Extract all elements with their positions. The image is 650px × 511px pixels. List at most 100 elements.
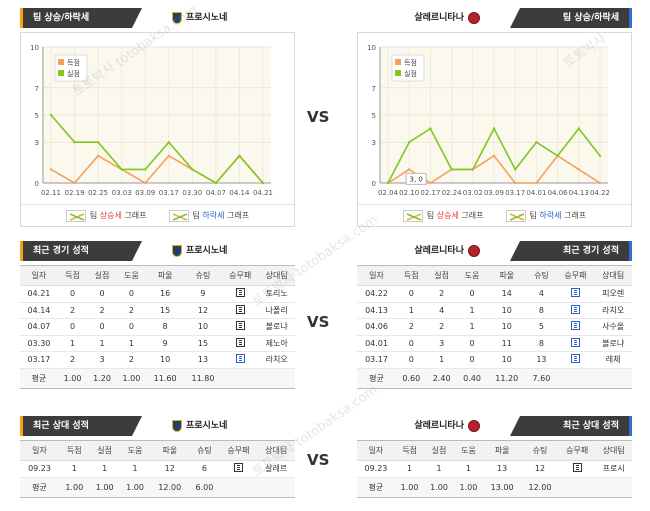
- column-header: 슈팅: [526, 265, 557, 286]
- table-cell: 09.23: [357, 460, 395, 478]
- column-header: 도움: [453, 440, 484, 461]
- table-cell: 0: [396, 285, 427, 303]
- table-row: 04.13 1 4 1 10 8 라치오: [357, 302, 632, 319]
- data-point: [214, 181, 218, 185]
- y-tick-label: 7: [35, 85, 39, 93]
- y-tick-label: 5: [35, 112, 39, 120]
- average-cell: 평균: [357, 477, 395, 498]
- column-header: 슈팅: [184, 265, 222, 286]
- left-recent-table: 일자 득점 실점 도움 파울 슈팅 승무패 상대팀 04.21 0 0 0 16 9 토리노 04.14 2 2…: [20, 265, 295, 389]
- vs-label-1: VS: [307, 108, 330, 126]
- left-trend-svg: 0 3 5 7 10 02.11 02.19 02.25 03.03 03.09 03.17 03.3…: [30, 44, 273, 197]
- column-header: 실점: [426, 265, 457, 286]
- data-point: [535, 141, 538, 144]
- table-cell: 0: [456, 335, 488, 352]
- table-cell: 3: [426, 335, 457, 352]
- average-cell: 1.00: [394, 477, 425, 498]
- table-cell: 1: [424, 460, 454, 478]
- data-point: [535, 181, 538, 185]
- table-cell: 0: [456, 285, 488, 303]
- result-draw-icon: [221, 318, 259, 336]
- column-header: 상대팀: [595, 440, 632, 461]
- result-draw-icon: [219, 460, 258, 478]
- h2h-title: 최근 상대 성적: [20, 416, 142, 436]
- average-cell: 1.00: [89, 477, 120, 498]
- recent-title: 최근 경기 성적: [20, 241, 142, 261]
- average-cell: 1.00: [453, 477, 484, 498]
- table-cell: 04.06: [357, 318, 397, 336]
- table-row: 04.06 2 2 1 10 5 사수올: [357, 318, 632, 336]
- trend-legend-bar: 팀 상승세 그래프 팀 하락세 그래프: [21, 204, 294, 226]
- data-point: [492, 127, 496, 130]
- table-row: 09.23 1 1 1 12 6 살레르: [20, 460, 295, 478]
- table-row: 04.14 2 2 2 15 12 나폴리: [20, 302, 295, 319]
- frosinone-crest-icon: [172, 419, 182, 432]
- x-tick-label: 02.17: [420, 189, 440, 197]
- right-h2h-panel: 살레르니타나 최근 상대 성적 일자 득점 실점 도움 파울 슈팅 승무패 상대팀 09.23…: [357, 416, 632, 498]
- table-cell: 라치오: [594, 302, 632, 319]
- legend-up-right: 팀 상승세 그래프: [402, 209, 484, 222]
- column-header: 도움: [456, 265, 488, 286]
- table-cell: 볼로냐: [258, 318, 295, 336]
- column-header: 일자: [20, 440, 60, 461]
- table-cell: 03.17: [357, 351, 397, 369]
- trend-title: 팀 상승/하락세: [20, 8, 142, 28]
- data-point: [96, 141, 100, 144]
- frosinone-crest-icon: [172, 244, 182, 257]
- x-tick-label: 04.14: [229, 189, 250, 197]
- table-cell: 0: [57, 318, 88, 336]
- result-draw-icon: [558, 460, 596, 478]
- result-draw-icon: [221, 285, 259, 303]
- table-cell: 10: [487, 302, 527, 319]
- result-loss-icon: [221, 351, 259, 369]
- column-header: 승무패: [221, 265, 259, 286]
- average-row: 평균 1.00 1.20 1.00 11.60 11.80: [20, 368, 295, 389]
- column-header: 상대팀: [257, 440, 295, 461]
- table-cell: 1: [87, 335, 117, 352]
- average-row: 평균 1.00 1.00 1.00 12.00 6.00: [20, 477, 295, 498]
- average-cell: 1.20: [87, 368, 117, 389]
- legend-label: 득점: [404, 59, 417, 67]
- table-cell: 1: [396, 302, 427, 319]
- result-draw-icon: [221, 302, 259, 319]
- column-header: 파울: [146, 265, 185, 286]
- x-tick-label: 03.03: [112, 189, 132, 197]
- legend-swatch: [395, 70, 401, 76]
- average-cell: 12.00: [150, 477, 190, 498]
- right-recent-table: 일자 득점 실점 도움 파울 슈팅 승무패 상대팀 04.22 0 2 0 14 4 피오렌 04.13 1 4…: [357, 265, 632, 389]
- table-cell: 2: [87, 302, 117, 319]
- legend-label: 실점: [67, 69, 80, 78]
- average-cell: 1.00: [59, 477, 90, 498]
- table-cell: 2: [116, 351, 147, 369]
- x-tick-label: 02.04: [378, 189, 399, 197]
- table-cell: 0: [116, 318, 147, 336]
- data-point: [144, 168, 147, 171]
- table-cell: 04.14: [20, 302, 58, 319]
- data-point: [386, 181, 390, 185]
- table-cell: 03.17: [20, 351, 58, 369]
- right-recent-header: 살레르니타나 최근 경기 성적: [357, 241, 632, 261]
- data-point: [167, 154, 170, 157]
- average-cell: 0.40: [456, 368, 488, 389]
- data-point: [408, 141, 411, 144]
- x-tick-label: 03.09: [484, 189, 504, 197]
- salernitana-crest-icon: [468, 419, 480, 432]
- table-cell: 10: [146, 351, 185, 369]
- table-cell: 04.01: [357, 335, 397, 352]
- table-header-row: 일자 득점 실점 도움 파울 슈팅 승무패 상대팀: [20, 440, 295, 461]
- left-h2h-table: 일자 득점 실점 도움 파울 슈팅 승무패 상대팀 09.23 1 1 1 12 6 살레르 평균 1.00 1…: [20, 440, 295, 498]
- table-cell: 0: [57, 285, 88, 303]
- x-tick-label: 03.30: [182, 189, 202, 197]
- table-cell: 1: [456, 318, 488, 336]
- table-cell: 1: [456, 302, 488, 319]
- table-cell: 04.22: [357, 285, 397, 303]
- table-cell: 사수올: [594, 318, 632, 336]
- table-cell: 4: [526, 285, 557, 303]
- table-row: 04.07 0 0 0 8 10 볼로냐: [20, 318, 295, 336]
- table-cell: 04.07: [20, 318, 58, 336]
- column-header: 실점: [424, 440, 454, 461]
- data-point: [191, 168, 194, 171]
- data-point: [429, 127, 432, 130]
